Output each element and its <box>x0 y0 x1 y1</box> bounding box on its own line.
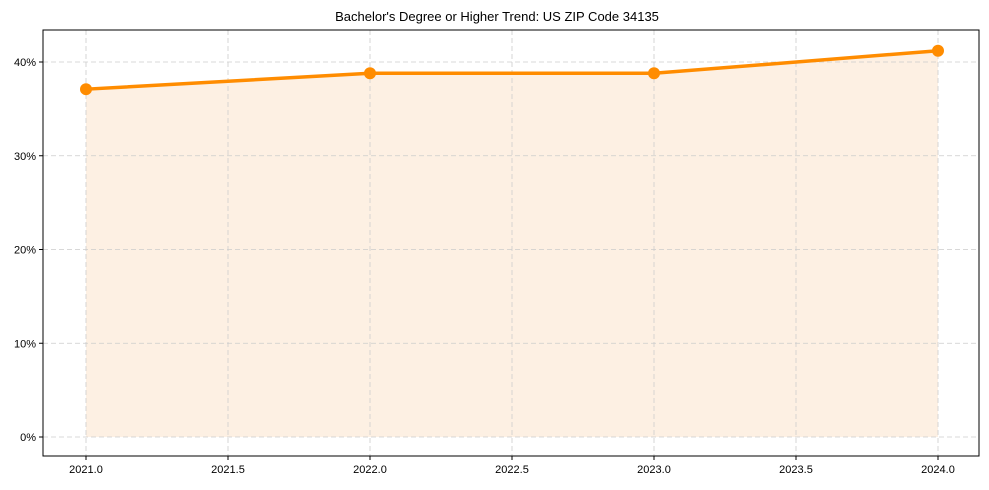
y-axis: 0% 10% 20% 30% 40% <box>14 57 43 444</box>
area-fill <box>86 50 938 437</box>
x-tick-label: 2021.0 <box>69 464 103 476</box>
x-tick-label: 2023.5 <box>779 464 813 476</box>
x-axis: 2021.0 2021.5 2022.0 2022.5 2023.0 2023.5 2024… <box>69 456 955 476</box>
y-tick-label: 0% <box>20 432 36 444</box>
y-tick-label: 30% <box>14 151 36 163</box>
data-point <box>648 67 660 80</box>
x-tick-label: 2023.0 <box>637 464 671 476</box>
y-tick-label: 20% <box>14 245 36 257</box>
y-tick-label: 40% <box>14 57 36 69</box>
data-point <box>364 67 376 80</box>
x-tick-label: 2022.0 <box>353 464 387 476</box>
x-tick-label: 2021.5 <box>211 464 245 476</box>
y-tick-label: 10% <box>14 338 36 350</box>
x-tick-label: 2024.0 <box>921 464 955 476</box>
axes-frame <box>42 29 980 457</box>
data-point <box>932 44 944 57</box>
plot-area <box>42 29 980 457</box>
data-point <box>80 83 92 96</box>
chart-title: Bachelor's Degree or Higher Trend: US ZI… <box>335 9 659 24</box>
x-tick-label: 2022.5 <box>495 464 529 476</box>
data-line <box>85 49 939 91</box>
